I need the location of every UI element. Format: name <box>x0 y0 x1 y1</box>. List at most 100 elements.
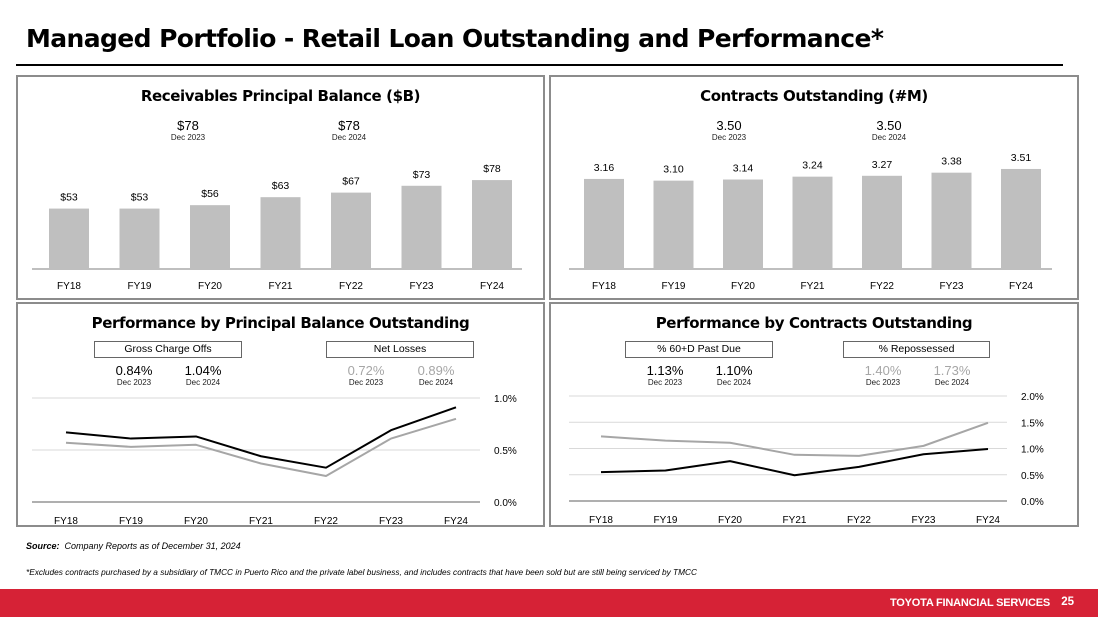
performance-balance-panel: Performance by Principal Balance Outstan… <box>16 302 545 527</box>
performance-balance-chart-title: Performance by Principal Balance Outstan… <box>91 314 470 332</box>
x-tick-label: FY22 <box>847 515 871 525</box>
contracts-chart-title: Contracts Outstanding (#M) <box>700 87 928 105</box>
page-title: Managed Portfolio - Retail Loan Outstand… <box>26 24 884 53</box>
series-line-60-d-past-due <box>600 448 989 477</box>
bar-fy20 <box>190 205 230 269</box>
y-tick-label: 1.0% <box>494 394 517 405</box>
receivables-chart-title: Receivables Principal Balance ($B) <box>140 87 421 105</box>
stat-date: Dec 2023 <box>116 378 152 387</box>
performance-contracts-panel: Performance by Contracts Outstanding % 6… <box>549 302 1079 527</box>
contracts-stat-dec2024: 3.50 Dec 2024 <box>849 118 929 143</box>
data-label: $53 <box>60 192 78 204</box>
data-label: 3.14 <box>733 163 754 175</box>
data-label: 3.16 <box>594 162 615 174</box>
net-losses-stat-dec2023: 0.72% Dec 2023 <box>326 363 406 388</box>
x-tick-label: FY24 <box>1009 281 1033 292</box>
y-tick-label: 2.0% <box>1021 392 1044 403</box>
stat-date: Dec 2023 <box>711 133 747 142</box>
bar-fy22 <box>331 192 371 269</box>
x-tick-label: FY22 <box>870 281 894 292</box>
stat-value: 0.89% <box>417 363 455 378</box>
stat-date: Dec 2023 <box>348 378 384 387</box>
stat-date: Dec 2024 <box>871 133 907 142</box>
x-tick-label: FY19 <box>119 516 143 525</box>
x-tick-label: FY20 <box>184 516 208 525</box>
data-label: $53 <box>131 192 149 204</box>
repossessed-stat-dec2024: 1.73% Dec 2024 <box>912 363 992 388</box>
stat-date: Dec 2024 <box>418 378 454 387</box>
source-text: Company Reports as of December 31, 2024 <box>64 541 241 551</box>
stat-value: 1.13% <box>646 363 684 378</box>
x-tick-label: FY22 <box>339 281 363 292</box>
performance-contracts-line-chart: 0.0% 0.5% 1.0% 1.5% 2.0% FY18 FY19 FY20 FY21 FY22… <box>569 392 1044 525</box>
receivables-panel: Receivables Principal Balance ($B) $78 D… <box>16 75 545 300</box>
x-tick-label: FY21 <box>783 515 807 525</box>
gco-stat-dec2024: 1.04% Dec 2024 <box>163 363 243 388</box>
series-line-gross-charge-offs <box>65 406 457 469</box>
data-label: 3.10 <box>663 164 684 176</box>
bar-fy19 <box>653 180 694 269</box>
performance-balance-line-chart: 0.0% 0.5% 1.0% FY18 FY19 FY20 FY21 FY22 FY23 FY24 <box>32 394 517 525</box>
stat-value: 0.84% <box>115 363 153 378</box>
x-tick-label: FY23 <box>410 281 434 292</box>
x-tick-label: FY21 <box>269 281 293 292</box>
bar-fy18 <box>49 208 89 269</box>
bar-fy19 <box>119 208 160 269</box>
past-due-stat-dec2023: 1.13% Dec 2023 <box>625 363 705 388</box>
data-label: 3.38 <box>941 156 962 168</box>
stat-value: 1.04% <box>184 363 222 378</box>
stat-value: 1.40% <box>864 363 902 378</box>
repossessed-stat-dec2023: 1.40% Dec 2023 <box>843 363 923 388</box>
stat-date: Dec 2023 <box>647 378 683 387</box>
x-tick-label: FY18 <box>589 515 613 525</box>
source-label: Source: <box>26 541 60 551</box>
stat-value: 0.72% <box>347 363 385 378</box>
y-tick-label: 1.0% <box>1021 445 1044 456</box>
data-label: $78 <box>483 163 501 175</box>
bar-fy22 <box>862 175 902 269</box>
stat-date: Dec 2023 <box>170 133 206 142</box>
bar-fy20 <box>723 179 763 269</box>
x-tick-label: FY23 <box>912 515 936 525</box>
series-line-net-losses <box>65 417 457 477</box>
y-tick-label: 0.0% <box>494 498 517 509</box>
data-label: 3.27 <box>872 159 893 171</box>
series-line-repossessed <box>600 421 989 457</box>
contracts-bar-chart: 3.16 FY18 3.10 FY19 3.14 FY20 3.24 FY21 3.27 FY22… <box>569 152 1052 292</box>
data-label: 3.51 <box>1011 152 1032 164</box>
x-tick-label: FY19 <box>662 281 686 292</box>
legend-repossessed: % Repossessed <box>843 341 990 358</box>
x-tick-label: FY18 <box>57 281 81 292</box>
x-tick-label: FY19 <box>128 281 152 292</box>
bar-fy21 <box>260 197 301 269</box>
net-losses-stat-dec2024: 0.89% Dec 2024 <box>396 363 476 388</box>
brand-name: TOYOTA FINANCIAL SERVICES <box>889 597 1050 609</box>
legend-net-losses: Net Losses <box>326 341 474 358</box>
x-tick-label: FY22 <box>314 516 338 525</box>
x-tick-label: FY23 <box>940 281 964 292</box>
stat-date: Dec 2024 <box>185 378 221 387</box>
y-tick-label: 1.5% <box>1021 418 1044 429</box>
bar-fy24 <box>1001 168 1041 269</box>
data-label: $63 <box>272 180 290 192</box>
stat-value: 1.73% <box>933 363 971 378</box>
x-tick-label: FY21 <box>249 516 273 525</box>
receivables-bar-chart: $53 FY18 $53 FY19 $56 FY20 $63 FY21 $67 FY22 $73 FY… <box>32 163 522 292</box>
data-label: $67 <box>342 176 360 188</box>
x-tick-label: FY20 <box>718 515 742 525</box>
legend-60d-past-due: % 60+D Past Due <box>625 341 773 358</box>
x-tick-label: FY20 <box>198 281 222 292</box>
y-tick-label: 0.0% <box>1021 497 1044 508</box>
x-tick-label: FY24 <box>976 515 1000 525</box>
data-label: 3.24 <box>802 160 823 172</box>
x-tick-label: FY24 <box>444 516 468 525</box>
stat-value: 3.50 <box>876 118 902 133</box>
x-tick-label: FY18 <box>592 281 616 292</box>
stat-date: Dec 2024 <box>331 133 367 142</box>
bar-fy23 <box>401 185 442 269</box>
stat-date: Dec 2024 <box>934 378 970 387</box>
x-tick-label: FY24 <box>480 281 504 292</box>
x-tick-label: FY21 <box>801 281 825 292</box>
stat-date: Dec 2023 <box>865 378 901 387</box>
past-due-stat-dec2024: 1.10% Dec 2024 <box>694 363 774 388</box>
